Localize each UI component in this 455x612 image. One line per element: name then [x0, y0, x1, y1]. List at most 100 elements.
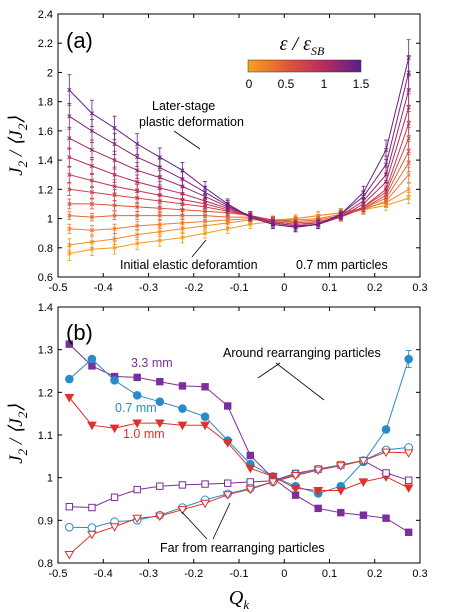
panel-b: -0.5 -0.4 -0.3 -0.2 -0.1 0 0.1 0.2 0.3 0.8 0.9 1 1.1… [6, 302, 428, 612]
x-tick-label: -0.4 [94, 568, 113, 580]
data-point [133, 373, 141, 382]
colorbar-gradient [247, 59, 362, 73]
series-line [68, 397, 409, 491]
x-tick-label: 0 [281, 568, 287, 580]
y-tick-label: 1 [47, 473, 53, 485]
annotation-arrow [275, 362, 325, 401]
data-point [177, 421, 188, 431]
data-point [157, 229, 162, 234]
data-point [222, 491, 233, 500]
y-tick-label: 1.6 [38, 126, 53, 138]
panel-a-ylabel: J2 / ⟨J2⟩ [6, 116, 30, 176]
data-point [404, 476, 413, 484]
data-point [89, 111, 95, 116]
x-tick-label: -0.3 [139, 282, 158, 294]
data-point [180, 191, 185, 196]
data-point [89, 163, 95, 169]
data-point [180, 220, 185, 226]
data-point [382, 514, 390, 522]
panel-b-ylabel: J2 / ⟨J2⟩ [6, 404, 30, 464]
data-point [155, 397, 165, 407]
series-line [69, 197, 409, 255]
data-point [290, 472, 301, 481]
panel-b-axes: -0.5 -0.4 -0.3 -0.2 -0.1 0 0.1 0.2 0.3 0.8 0.9 1 1.1… [38, 302, 428, 580]
data-point [361, 190, 366, 195]
data-point [270, 222, 276, 227]
y-tick-label: 1.4 [38, 302, 53, 314]
annotation-3-3mm: 3.3 mm [131, 356, 173, 370]
y-tick-label: 1.1 [38, 430, 53, 442]
data-point [406, 149, 411, 154]
data-point [180, 168, 185, 173]
data-point [89, 228, 95, 233]
data-point [202, 185, 208, 190]
data-point [89, 147, 95, 153]
data-point [135, 168, 140, 173]
data-point [406, 136, 411, 141]
data-point [87, 421, 97, 431]
data-point [67, 172, 72, 177]
annotation-0-7mm: 0.7 mm [115, 401, 157, 415]
data-point [87, 523, 97, 532]
y-tick-label: 1.4 [38, 155, 53, 167]
data-point [180, 235, 185, 240]
series-line [68, 358, 410, 495]
data-point [112, 193, 117, 198]
svg-text:J2 / ⟨J2⟩: J2 / ⟨J2⟩ [6, 116, 30, 176]
data-point [383, 162, 389, 167]
annotation-later-stage: Later-stage [152, 99, 215, 113]
data-point [135, 188, 140, 193]
y-tick-label: 2.2 [38, 38, 53, 50]
data-point [112, 203, 117, 208]
x-tick-label: 0.2 [367, 282, 382, 294]
x-tick-label: 0.3 [412, 568, 427, 580]
data-point [180, 226, 185, 231]
data-point [178, 382, 187, 390]
data-point [245, 464, 256, 474]
data-point [135, 232, 140, 237]
panel-a-series [67, 39, 411, 261]
data-point [135, 213, 140, 218]
data-point [67, 155, 72, 160]
data-point [404, 528, 413, 536]
data-point [135, 223, 140, 228]
x-tick-label: -0.4 [94, 282, 113, 294]
data-point [64, 393, 75, 403]
data-point [112, 245, 117, 250]
data-point [89, 214, 95, 220]
data-point [157, 185, 162, 190]
data-point [200, 412, 210, 421]
panel-a-frame [57, 13, 421, 278]
data-point [154, 512, 165, 522]
panel-b-series [64, 340, 414, 560]
y-tick-label: 0.8 [38, 558, 53, 570]
data-point [112, 157, 117, 163]
data-point [133, 485, 141, 494]
data-point [406, 87, 411, 93]
data-point [65, 374, 74, 384]
series-line [68, 451, 409, 555]
data-point [223, 479, 232, 487]
data-point [132, 419, 143, 429]
annotation-arrow [191, 239, 207, 258]
data-point [67, 136, 72, 141]
data-point [225, 201, 230, 207]
panel-b-label: (b) [66, 320, 93, 345]
data-point [406, 195, 411, 201]
data-point [89, 128, 95, 134]
data-point [112, 172, 117, 177]
data-point [157, 222, 162, 227]
series-line [69, 123, 410, 225]
y-tick-label: 0.8 [38, 243, 53, 255]
data-point [406, 55, 411, 60]
y-tick-label: 2.4 [38, 9, 53, 21]
data-point [67, 251, 72, 256]
data-point [245, 485, 256, 495]
data-point [89, 201, 95, 207]
x-tick-label: -0.5 [49, 282, 68, 294]
colorbar-tick: 0.5 [278, 77, 295, 91]
series-line [69, 107, 410, 227]
data-point [222, 439, 233, 448]
series-line [69, 72, 410, 228]
data-point [88, 503, 96, 512]
